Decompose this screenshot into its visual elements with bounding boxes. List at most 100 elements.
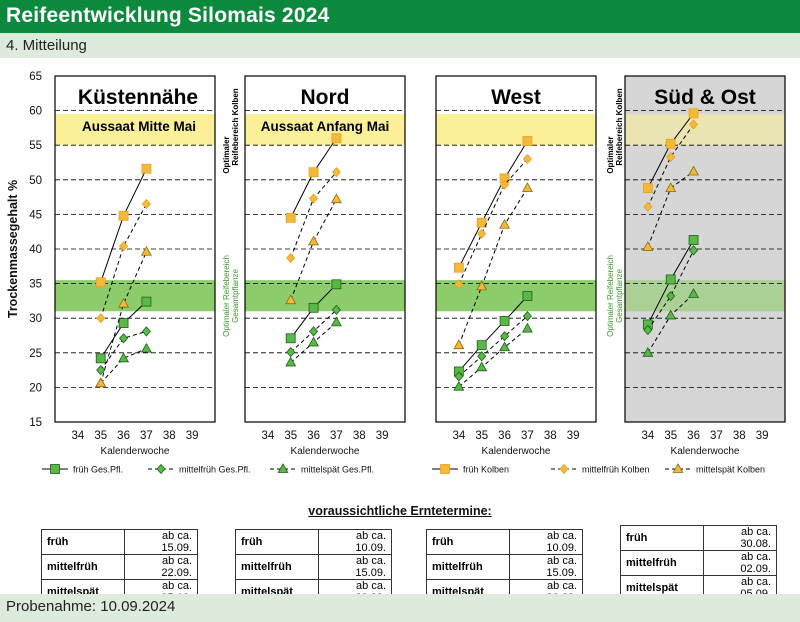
data-point	[118, 352, 130, 363]
table-row: mittelfrüh ab ca. 15.09.	[235, 554, 392, 580]
data-point	[453, 380, 465, 391]
maturity-group-label: früh	[426, 529, 510, 555]
page-subtitle: 4. Mitteilung	[6, 37, 87, 54]
y-axis-label: Trockenmassegehalt %	[6, 180, 20, 318]
data-point	[688, 108, 699, 119]
panel-3: 34 35 36 37 38 39 Kalenderwoche Süd & Ost	[624, 75, 786, 457]
data-point	[308, 302, 319, 313]
data-point	[141, 326, 151, 337]
legend-item: früh Kolben	[432, 464, 509, 475]
y-tick-label: 65	[29, 71, 42, 83]
data-point	[285, 333, 296, 344]
maturity-group-label: mittelfrüh	[41, 554, 125, 580]
data-point	[665, 309, 677, 320]
x-tick-label: 35	[94, 430, 107, 442]
y-tick-label: 40	[29, 244, 42, 256]
data-point	[476, 340, 487, 351]
panel-title: Küstennähe	[78, 86, 198, 109]
data-point	[522, 136, 533, 146]
data-point	[476, 217, 487, 228]
panel-frame	[244, 75, 406, 423]
page-title: Reifeentwicklung Silomais 2024	[6, 4, 330, 27]
data-point	[453, 339, 465, 350]
series-line	[458, 140, 528, 268]
band-label-gesamt-2: Gesamtpflanze	[231, 269, 240, 323]
legend-item: mittelfrüh Kolben	[551, 463, 650, 475]
data-point	[118, 297, 130, 308]
y-tick-label: 60	[29, 106, 42, 118]
legend-item: früh Ges.Pfl.	[42, 464, 123, 475]
optimal-gesamt-band	[55, 280, 215, 312]
header-bar: Reifeentwicklung Silomais 2024	[0, 0, 800, 33]
x-tick-label: 35	[475, 430, 488, 442]
harvest-dates-table: früh ab ca. 10.09. mittelfrüh ab ca. 15.09.…	[426, 529, 583, 605]
legend-marker	[672, 463, 684, 473]
y-tick-label: 25	[29, 348, 42, 360]
legend-marker	[440, 464, 450, 474]
optimal-kolben-band	[436, 114, 596, 146]
x-tick-label: 37	[521, 430, 534, 442]
x-tick-label: 37	[330, 430, 343, 442]
chart-area: 15 20 25 30 35 40 45 50 55 60 65 Trockenmassegehalt…	[6, 71, 786, 475]
data-point	[665, 274, 676, 285]
data-point	[140, 245, 152, 256]
data-point	[643, 201, 653, 212]
band-label-kolben-2: Reifebereich Kolben	[231, 88, 240, 165]
data-point	[500, 331, 510, 342]
panel-1: 34 35 36 37 38 39 Kalenderwoche Nord Aussaat Anf…	[244, 75, 406, 457]
optimal-kolben-band	[55, 114, 215, 146]
data-point	[331, 304, 341, 315]
harvest-date-value: ab ca. 02.09.	[703, 550, 777, 576]
data-point	[141, 296, 152, 307]
data-point	[286, 252, 296, 264]
data-point	[522, 311, 532, 322]
data-point	[95, 353, 106, 364]
data-point	[454, 279, 464, 290]
harvest-date-value: ab ca. 15.09.	[509, 554, 583, 580]
x-tick-label: 35	[664, 430, 677, 442]
data-point	[331, 279, 342, 290]
data-point	[666, 151, 676, 163]
panel-frame	[624, 75, 786, 423]
data-point	[308, 336, 320, 347]
harvest-date-value: ab ca. 30.08.	[703, 525, 777, 551]
data-point	[285, 212, 296, 223]
data-point	[118, 318, 129, 328]
x-tick-label: 34	[261, 430, 274, 442]
data-point	[476, 361, 488, 372]
x-tick-label: 35	[284, 430, 297, 442]
band-label-gesamt-1: Optimaler Reifebereich	[606, 255, 615, 337]
series-line	[100, 203, 147, 319]
data-point	[140, 342, 152, 353]
table-row: mittelfrüh ab ca. 02.09.	[620, 550, 777, 576]
data-point	[309, 193, 319, 204]
legend-item: mittelfrüh Ges.Pfl.	[148, 463, 251, 475]
data-point	[309, 326, 319, 337]
table-row: früh ab ca. 30.08.	[620, 525, 777, 551]
series-line	[100, 348, 147, 384]
data-point	[330, 193, 342, 204]
x-tick-label: 36	[117, 430, 130, 442]
data-point	[688, 165, 700, 176]
data-point	[308, 167, 319, 178]
band-label-gesamt-1: Optimaler Reifebereich	[222, 255, 231, 337]
panel-frame	[435, 75, 597, 423]
data-point	[643, 324, 653, 336]
legend-item: mittelspät Ges.Pfl.	[270, 463, 374, 475]
data-point	[308, 235, 320, 246]
y-tick-label: 35	[29, 279, 42, 291]
data-point	[95, 277, 106, 288]
legend-label: mittelspät Ges.Pfl.	[301, 465, 374, 475]
x-tick-label: 37	[710, 430, 723, 442]
band-label-kolben-1: Optimaler	[606, 136, 615, 173]
optimal-kolben-band	[625, 114, 785, 146]
table-row: früh ab ca. 10.09.	[426, 529, 583, 555]
maturity-group-label: früh	[235, 529, 319, 555]
data-point	[119, 333, 129, 344]
data-point	[499, 341, 511, 352]
subheader-bar: 4. Mitteilung	[0, 33, 800, 58]
table-row: früh ab ca. 10.09.	[235, 529, 392, 555]
harvest-date-value: ab ca. 10.09.	[509, 529, 583, 555]
data-point	[689, 119, 699, 130]
legend-marker	[50, 464, 60, 474]
